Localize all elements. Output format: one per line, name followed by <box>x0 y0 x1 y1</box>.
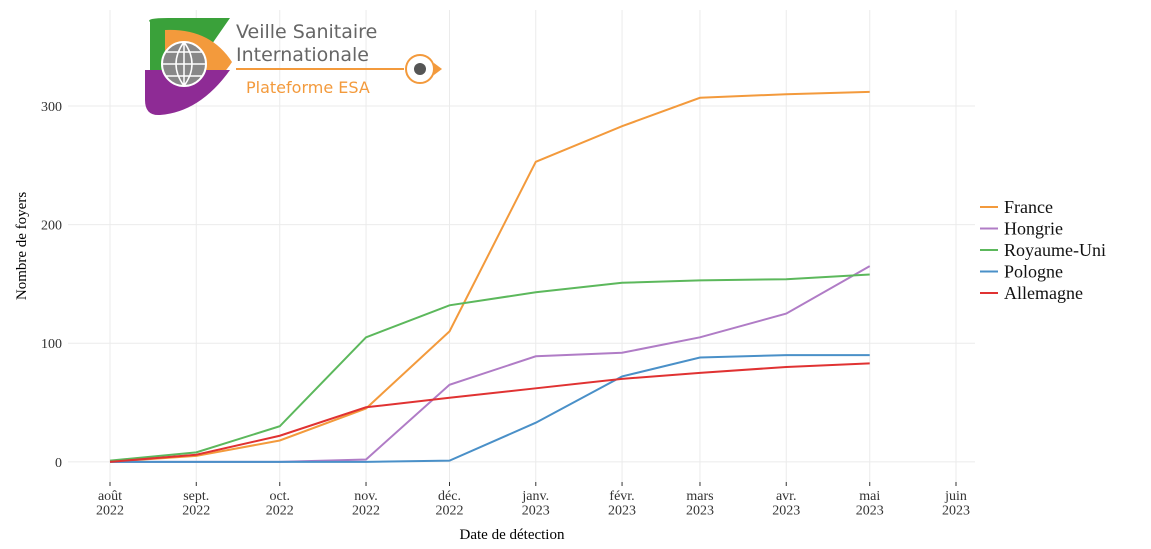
logo-globe-lines <box>162 41 206 87</box>
x-tick-label: sept. 2022 <box>182 489 210 519</box>
legend-label: Allemagne <box>1004 283 1083 303</box>
logo-icon-core <box>414 63 426 75</box>
logo-subtitle: Plateforme ESA <box>246 78 370 97</box>
y-axis-title: Nombre de foyers <box>14 192 30 300</box>
series-line <box>110 354 870 463</box>
x-tick-label: déc. 2022 <box>436 489 464 519</box>
logo-arrow <box>434 63 442 75</box>
logo-title: Internationale <box>236 44 369 66</box>
x-tick-label: août 2022 <box>96 489 124 519</box>
series-line <box>109 90 870 463</box>
x-tick-label: mars 2023 <box>686 489 714 519</box>
series-line <box>109 362 870 463</box>
x-tick-label: mai 2023 <box>856 489 884 519</box>
x-tick-label: oct. 2022 <box>266 489 294 519</box>
plot-background <box>68 10 975 482</box>
logo: Veille Sanitaire Internationale Platefor… <box>145 18 442 116</box>
x-axis-title: Date de détection <box>460 527 565 543</box>
logo-title: Veille Sanitaire <box>236 21 377 43</box>
legend-label: France <box>1004 197 1053 217</box>
y-tick-label: 0 <box>55 456 62 471</box>
legend-label: Pologne <box>1004 262 1063 282</box>
logo-purple <box>145 70 230 116</box>
y-tick-label: 100 <box>41 337 62 352</box>
series-line <box>109 273 870 462</box>
y-tick-label: 200 <box>41 219 62 234</box>
legend-label: Hongrie <box>1004 219 1063 239</box>
plot-area <box>68 10 975 482</box>
x-tick-label: nov. 2022 <box>352 489 380 519</box>
x-tick-label: janv. 2023 <box>521 489 549 519</box>
x-tick-label: juin 2023 <box>942 489 970 519</box>
y-tick-label: 300 <box>41 100 62 115</box>
x-tick-label: avr. 2023 <box>772 489 800 519</box>
x-tick-label: févr. 2023 <box>608 489 636 519</box>
legend-label: Royaume-Uni <box>1004 240 1106 260</box>
